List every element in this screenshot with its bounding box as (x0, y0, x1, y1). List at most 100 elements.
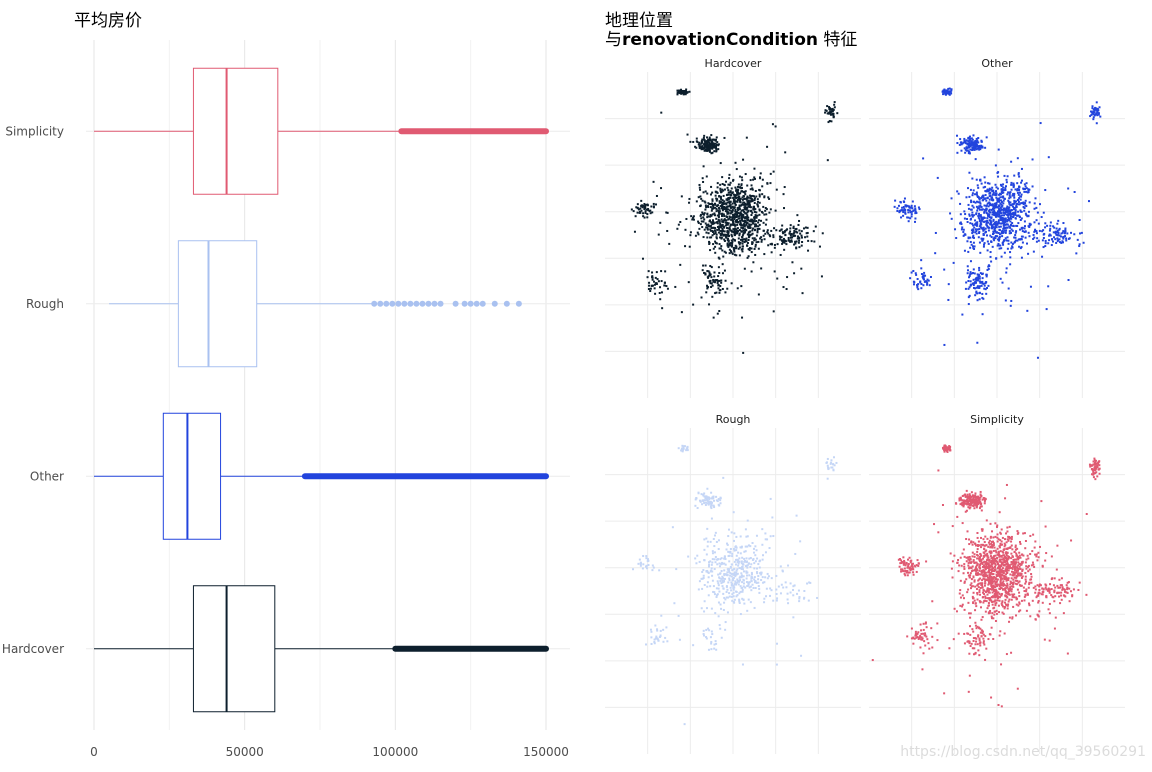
map-point (965, 578, 967, 580)
map-point (971, 209, 973, 211)
map-point (733, 592, 735, 594)
map-point (1018, 563, 1020, 565)
map-point (660, 270, 662, 272)
map-point (1035, 588, 1037, 590)
map-point (1011, 599, 1013, 601)
map-point (754, 607, 756, 609)
map-point (983, 244, 985, 246)
map-point (732, 579, 734, 581)
map-point (757, 225, 759, 227)
map-point (1006, 527, 1008, 529)
map-point (931, 636, 933, 638)
map-point (720, 162, 722, 164)
map-point (1083, 242, 1085, 244)
map-point (1007, 224, 1009, 226)
map-point (720, 227, 722, 229)
map-point (997, 213, 999, 215)
map-point (1000, 663, 1002, 665)
map-point (1005, 237, 1007, 239)
map-point (734, 240, 736, 242)
map-point (705, 232, 707, 234)
map-point (984, 582, 986, 584)
map-point (741, 179, 743, 181)
map-point (753, 548, 755, 550)
map-point (1054, 628, 1056, 630)
map-point (719, 223, 721, 225)
map-point (751, 221, 753, 223)
map-point (981, 238, 983, 240)
map-point (986, 136, 988, 138)
map-point (913, 574, 915, 576)
map-point (1054, 577, 1056, 579)
map-point (740, 239, 742, 241)
map-point (704, 273, 706, 275)
map-point (771, 251, 773, 253)
map-point (645, 643, 647, 645)
map-point (707, 202, 709, 204)
map-point (993, 570, 995, 572)
map-point (986, 553, 988, 555)
map-point (999, 600, 1001, 602)
map-point (1067, 187, 1069, 189)
map-point (1049, 230, 1051, 232)
map-point (705, 205, 707, 207)
map-point (980, 635, 982, 637)
map-point (730, 567, 732, 569)
map-point (1022, 532, 1024, 534)
map-point (745, 207, 747, 209)
map-point (714, 568, 716, 570)
map-point (977, 137, 979, 139)
map-point (1021, 202, 1023, 204)
map-point (747, 242, 749, 244)
map-point (977, 201, 979, 203)
map-point (999, 194, 1001, 196)
map-point (738, 557, 740, 559)
map-point (832, 110, 834, 112)
map-point (798, 590, 800, 592)
map-point (710, 206, 712, 208)
map-point (702, 265, 704, 267)
map-point (975, 158, 977, 160)
map-point (1023, 188, 1025, 190)
map-point (997, 176, 999, 178)
map-point (1018, 552, 1020, 554)
map-point (718, 548, 720, 550)
map-point (1073, 588, 1075, 590)
map-point (962, 553, 964, 555)
map-point (916, 284, 918, 286)
map-point (1092, 118, 1094, 120)
map-point (697, 507, 699, 509)
map-point (731, 207, 733, 209)
map-point (1049, 225, 1051, 227)
map-point (988, 567, 990, 569)
map-point (710, 492, 712, 494)
map-point (1043, 212, 1045, 214)
map-point (720, 245, 722, 247)
map-point (739, 192, 741, 194)
map-point (1039, 546, 1041, 548)
map-point (741, 598, 743, 600)
map-point (995, 257, 997, 259)
map-point (655, 277, 657, 279)
map-point (758, 189, 760, 191)
map-point (728, 177, 730, 179)
map-point (1018, 201, 1020, 203)
map-point (728, 231, 730, 233)
map-point (645, 212, 647, 214)
map-point (728, 174, 730, 176)
map-point (972, 235, 974, 237)
map-point (749, 202, 751, 204)
map-point (735, 216, 737, 218)
map-point (1033, 566, 1035, 568)
map-point (980, 180, 982, 182)
map-point (742, 246, 744, 248)
map-point (662, 629, 664, 631)
map-point (908, 563, 910, 565)
map-point (971, 643, 973, 645)
map-point (907, 559, 909, 561)
map-point (704, 229, 706, 231)
map-point (1010, 541, 1012, 543)
map-point (756, 535, 758, 537)
map-point (655, 638, 657, 640)
map-point (966, 591, 968, 593)
